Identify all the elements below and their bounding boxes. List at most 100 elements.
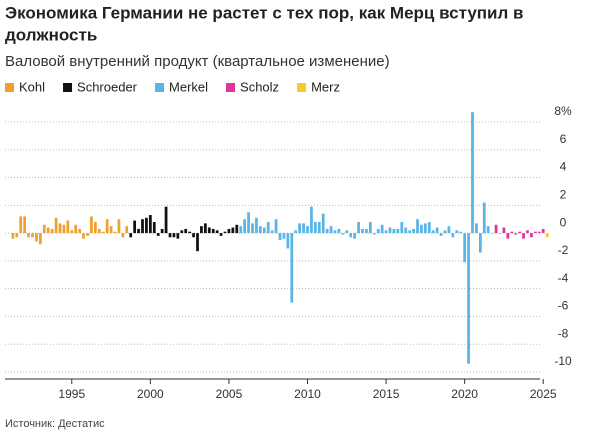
bar — [211, 228, 215, 234]
legend-swatch — [63, 83, 73, 92]
legend-label: Kohl — [19, 79, 45, 94]
bar — [286, 233, 290, 249]
bar — [522, 233, 525, 239]
bar — [353, 233, 357, 239]
bar — [223, 231, 227, 234]
y-tick-label: 6 — [560, 132, 567, 146]
bar — [38, 233, 42, 245]
y-tick-label: 0 — [560, 215, 567, 229]
bar — [235, 224, 239, 234]
bar — [113, 231, 117, 234]
bar — [451, 233, 455, 238]
bar — [23, 216, 27, 234]
bar — [93, 221, 97, 234]
bar — [31, 233, 34, 238]
bar — [372, 233, 376, 235]
bar — [188, 231, 192, 234]
y-tick-label: 2 — [560, 187, 567, 201]
bar — [467, 233, 470, 364]
bar — [145, 217, 148, 234]
bar — [42, 224, 46, 234]
bar — [337, 228, 341, 234]
bar — [101, 231, 105, 234]
bar — [247, 212, 250, 234]
bar — [321, 213, 325, 234]
legend-label: Merkel — [169, 79, 208, 94]
bar — [255, 217, 258, 234]
bar — [290, 233, 294, 303]
bar — [427, 221, 431, 234]
bar — [514, 233, 518, 235]
legend-swatch — [155, 83, 165, 92]
bar — [239, 226, 243, 234]
bar — [180, 230, 184, 234]
bar — [376, 228, 380, 234]
bar — [78, 228, 82, 234]
bar — [388, 227, 392, 234]
bar — [11, 233, 15, 239]
bar — [423, 223, 427, 234]
bar — [86, 233, 89, 236]
bar — [518, 231, 522, 234]
bar — [471, 112, 474, 234]
bar — [384, 230, 388, 234]
bar — [325, 228, 329, 234]
bar — [200, 226, 203, 234]
bar — [313, 221, 317, 234]
x-tick-label: 2005 — [216, 387, 243, 401]
bar — [19, 216, 23, 234]
bar — [502, 227, 506, 234]
bar — [184, 228, 188, 234]
legend-label: Merz — [311, 79, 340, 94]
x-tick-label: 2000 — [137, 387, 164, 401]
bar — [400, 221, 404, 234]
bar — [533, 231, 537, 234]
bar — [258, 226, 262, 234]
x-tick-label: 2010 — [294, 387, 321, 401]
y-tick-label: -8 — [558, 326, 569, 340]
bar — [349, 233, 353, 238]
bar — [137, 228, 140, 234]
bar — [482, 202, 486, 234]
bar — [266, 221, 270, 234]
y-tick-label: 8% — [554, 104, 572, 118]
bar — [530, 233, 533, 238]
chart-title: должность — [5, 25, 97, 44]
bar — [357, 221, 360, 234]
bar — [176, 233, 180, 239]
bar — [537, 231, 541, 234]
bar — [494, 224, 498, 234]
legend-label: Schroeder — [77, 79, 138, 94]
bar — [392, 228, 396, 234]
x-tick-label: 1995 — [58, 387, 85, 401]
bar — [510, 231, 514, 234]
bar — [90, 216, 93, 234]
y-tick-label: -6 — [558, 299, 569, 313]
bar — [380, 224, 384, 234]
bar — [133, 220, 137, 234]
bar — [168, 233, 172, 238]
bar — [117, 219, 121, 234]
bar — [490, 233, 494, 234]
x-tick-label: 2015 — [373, 387, 400, 401]
legend-swatch — [5, 83, 14, 92]
bar — [121, 233, 125, 238]
bar — [203, 223, 207, 234]
chart-subtitle: Валовой внутренний продукт (квартальное … — [5, 53, 390, 70]
bar — [207, 227, 211, 234]
bar — [333, 230, 337, 234]
bar — [251, 223, 254, 234]
bar — [35, 233, 38, 242]
bar — [58, 223, 62, 234]
bar — [15, 233, 19, 238]
bar — [125, 226, 129, 234]
bar — [329, 226, 333, 234]
bar — [345, 230, 349, 234]
bar — [129, 233, 133, 238]
bar — [412, 228, 415, 234]
bar — [282, 233, 286, 239]
bar — [156, 233, 160, 236]
bar — [82, 233, 85, 239]
bar — [141, 219, 144, 234]
